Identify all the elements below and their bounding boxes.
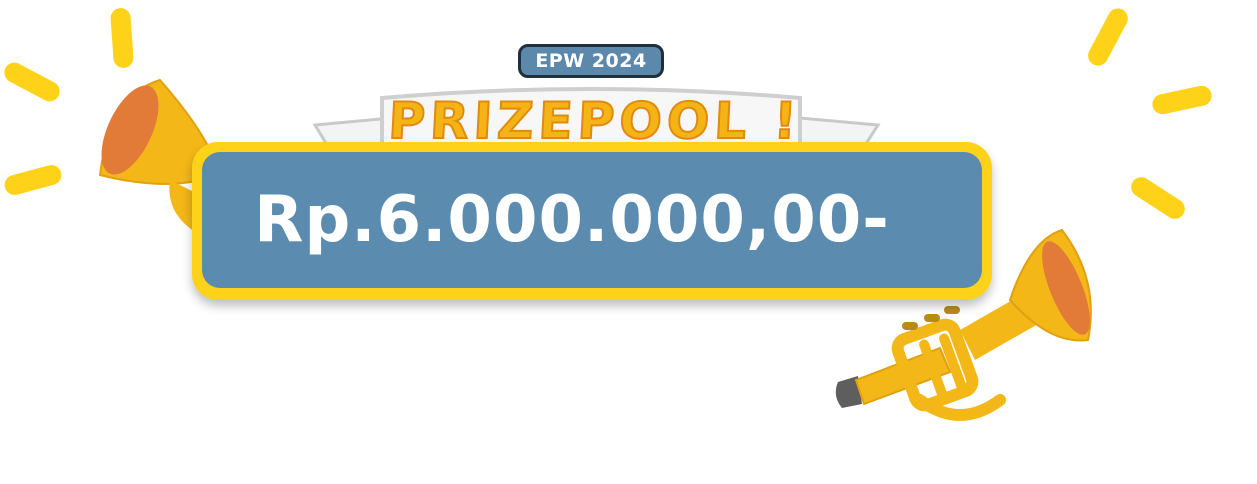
prize-amount-inner: Rp.6.000.000,00-	[202, 152, 982, 288]
event-badge: EPW 2024	[518, 44, 664, 78]
prize-amount: Rp.6.000.000,00-	[254, 183, 890, 257]
prize-amount-panel: Rp.6.000.000,00-	[192, 142, 992, 300]
sparkle-rays-right	[1088, 8, 1212, 219]
sparkle-rays-left	[4, 8, 134, 195]
trumpet-icon-right	[835, 228, 1092, 421]
